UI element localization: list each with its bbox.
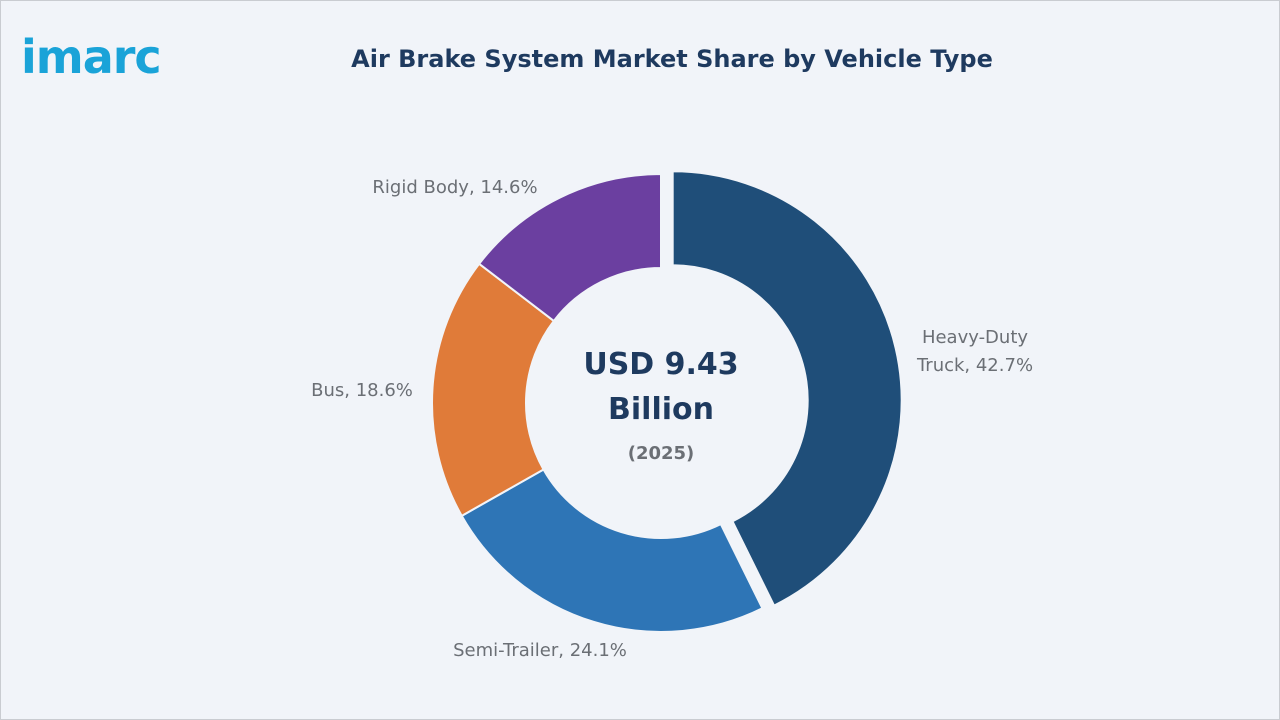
slice-semi-trailer — [460, 468, 764, 633]
label-heavy-duty-truck: Heavy-Duty Truck, 42.7% — [916, 327, 1033, 376]
slice-labels: Heavy-Duty Truck, 42.7% Semi-Trailer, 24.1… — [311, 177, 1033, 661]
slice-rigid-body — [477, 172, 662, 323]
label-bus: Bus, 18.6% — [311, 380, 413, 401]
slice-heavy-duty-truck — [671, 170, 903, 607]
donut-center: USD 9.43 Billion (2025) — [583, 347, 738, 464]
label-semi-trailer: Semi-Trailer, 24.1% — [453, 640, 627, 661]
donut-slices — [431, 170, 903, 633]
label-rigid-body: Rigid Body, 14.6% — [372, 177, 537, 198]
logo-text: imarc — [21, 31, 161, 81]
imarc-logo: imarc — [21, 31, 162, 81]
slice-bus — [431, 262, 556, 518]
center-value-line2: Billion — [608, 392, 714, 427]
center-value-line1: USD 9.43 — [583, 347, 738, 382]
center-year: (2025) — [628, 443, 695, 464]
chart-title: Air Brake System Market Share by Vehicle… — [351, 45, 993, 73]
